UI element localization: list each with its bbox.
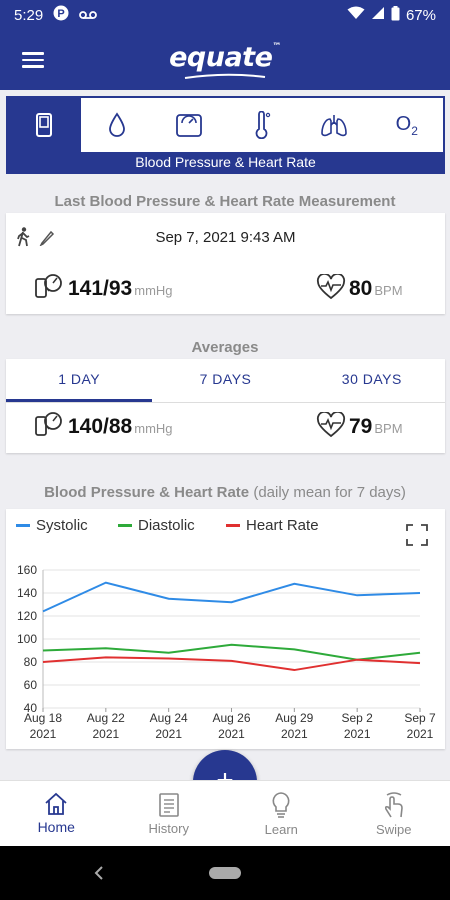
bp-cuff-icon [34, 273, 64, 304]
y-tick-label: 160 [17, 563, 37, 577]
oxygen-icon: O2 [395, 112, 418, 138]
back-icon[interactable] [93, 865, 105, 886]
x-tick-label: Aug 29 [275, 711, 313, 725]
x-tick-label-year: 2021 [344, 727, 371, 741]
nav-swipe-label: Swipe [376, 821, 412, 837]
history-icon [158, 792, 179, 817]
x-tick-label: Aug 22 [87, 711, 125, 725]
x-tick-label-year: 2021 [218, 727, 245, 741]
last-measurement-datetime: Sep 7, 2021 9:43 AM [155, 229, 296, 246]
avg-bp-unit: mmHg [134, 421, 173, 436]
last-bp-value: 141/93 [68, 277, 133, 300]
bp-hr-line-chart: 40 60 80 100 120 140 160 Aug 18 2021 Aug 22 2021 Au… [17, 563, 436, 741]
tab-7-days[interactable]: 7 DAYS [199, 371, 252, 387]
nav-home-label: Home [37, 819, 75, 835]
walking-person-icon [16, 227, 32, 252]
status-time: 5:29 [14, 6, 44, 24]
nav-learn-label: Learn [264, 821, 298, 837]
last-hr-value: 80 [349, 277, 373, 300]
series-line-heart-rate [42, 656, 421, 672]
voicemail-icon [79, 7, 98, 24]
chart-section-subtitle: (daily mean for 7 days) [253, 484, 406, 501]
scale-icon [176, 114, 203, 137]
y-tick-label: 40 [24, 701, 38, 715]
notification-p-icon: P [53, 5, 69, 25]
status-bar: 5:29 P 67% [0, 0, 450, 30]
x-tick-label-year: 2021 [281, 727, 308, 741]
svg-text:P: P [58, 8, 65, 20]
menu-icon[interactable] [22, 52, 44, 68]
bp-monitor-icon [36, 113, 53, 137]
measurement-type-tabs: O2 Blood Pressure & Heart Rate [6, 96, 445, 174]
heart-rate-icon [316, 410, 346, 443]
last-bp-unit: mmHg [134, 283, 173, 298]
last-hr-unit: BPM [374, 283, 403, 298]
y-tick-label: 60 [24, 678, 38, 692]
averages-card: 1 DAY 7 DAYS 30 DAYS 140/88 mmHg 79 BPM [6, 359, 445, 453]
tab-blood-pressure[interactable] [8, 98, 81, 152]
fullscreen-icon[interactable] [406, 524, 428, 551]
tab-temperature[interactable] [226, 98, 299, 152]
tab-1-day[interactable]: 1 DAY [6, 359, 153, 402]
tab-blood-glucose[interactable] [81, 98, 154, 152]
x-tick-label: Aug 26 [212, 711, 250, 725]
tab-weight[interactable] [153, 98, 226, 152]
bp-cuff-icon [34, 411, 64, 442]
tab-30-days[interactable]: 30 DAYS [341, 371, 402, 387]
lungs-icon [321, 115, 348, 137]
legend-swatch [226, 524, 240, 527]
last-measurement-title: Last Blood Pressure & Heart Rate Measure… [54, 193, 396, 210]
x-tick-label: Aug 18 [24, 711, 62, 725]
tab-oxygen[interactable]: O2 [371, 98, 444, 152]
legend-swatch [16, 524, 30, 527]
nav-history-label: History [148, 820, 189, 836]
edit-pencil-icon[interactable] [39, 228, 55, 251]
nav-swipe[interactable]: Swipe [338, 781, 450, 846]
nav-history[interactable]: History [113, 781, 226, 846]
home-icon [45, 792, 67, 815]
x-tick-label: Aug 24 [150, 711, 188, 725]
system-nav-bar [0, 846, 450, 900]
last-measurement-card[interactable]: Sep 7, 2021 9:43 AM 141/93 mmHg 80 BPM [6, 213, 445, 314]
thermometer-icon [255, 111, 270, 139]
battery-icon [391, 5, 400, 25]
y-tick-label: 80 [24, 655, 38, 669]
legend-heart-rate: Heart Rate [226, 517, 319, 534]
equate-logo: equate™ [169, 42, 281, 73]
y-tick-label: 100 [17, 632, 37, 646]
x-tick-label-year: 2021 [407, 727, 434, 741]
series-line-systolic [42, 581, 421, 613]
nav-learn[interactable]: Learn [225, 781, 338, 846]
avg-bp-value: 140/88 [68, 415, 133, 438]
x-tick-label-year: 2021 [30, 727, 57, 741]
signal-icon [371, 6, 385, 24]
x-tick-label: Sep 2 [341, 711, 373, 725]
legend-diastolic: Diastolic [118, 517, 195, 534]
x-tick-label: Sep 7 [404, 711, 436, 725]
lightbulb-icon [272, 791, 290, 818]
chart-card: Systolic Diastolic Heart Rate 40 60 80 100 1… [6, 509, 445, 749]
heart-rate-icon [316, 272, 346, 305]
blood-drop-icon [108, 112, 125, 137]
logo-swoosh-icon [184, 73, 266, 79]
legend-systolic: Systolic [16, 517, 88, 534]
wifi-icon [347, 6, 365, 24]
nav-home[interactable]: Home [0, 781, 113, 846]
y-tick-label: 140 [17, 586, 37, 600]
y-tick-label: 120 [17, 609, 37, 623]
active-tab-label: Blood Pressure & Heart Rate [8, 152, 443, 172]
averages-title: Averages [191, 339, 259, 356]
tab-lungs[interactable] [298, 98, 371, 152]
x-tick-label-year: 2021 [92, 727, 119, 741]
bottom-nav: Home History Learn Swipe [0, 780, 450, 846]
home-pill-icon[interactable] [209, 867, 241, 879]
avg-hr-value: 79 [349, 415, 373, 438]
avg-hr-unit: BPM [374, 421, 403, 436]
app-bar: equate™ [0, 30, 450, 90]
swipe-hand-icon [384, 791, 403, 817]
battery-percent: 67% [405, 6, 436, 24]
x-tick-label-year: 2021 [155, 727, 182, 741]
chart-section-title: Blood Pressure & Heart Rate (daily mean … [44, 484, 406, 501]
legend-swatch [118, 524, 132, 527]
